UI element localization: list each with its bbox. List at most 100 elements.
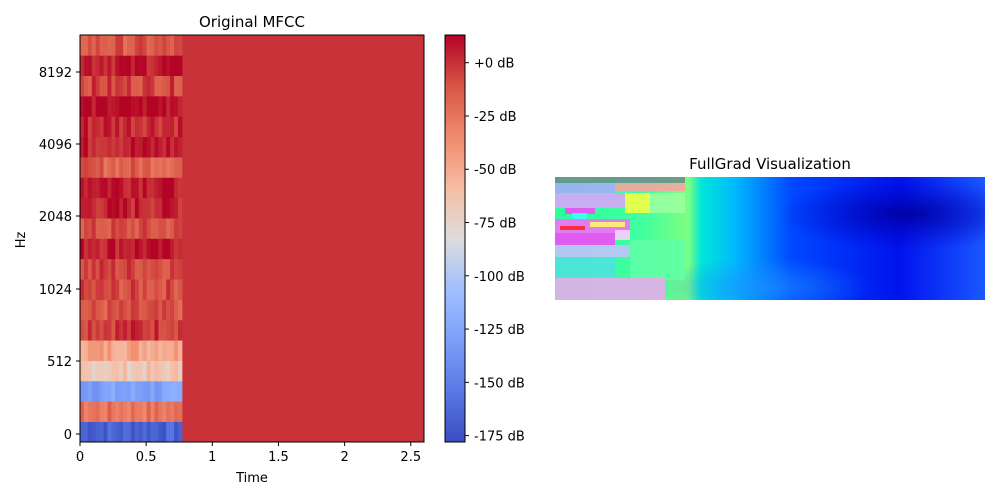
- fullgrad-title: FullGrad Visualization: [689, 155, 851, 173]
- mfcc-cell: [91, 136, 97, 158]
- mfcc-cell: [80, 35, 85, 56]
- mfcc-cell: [123, 177, 128, 199]
- mfcc-cell: [99, 299, 105, 321]
- mfcc-cell: [119, 75, 124, 97]
- mfcc-cell: [111, 238, 116, 260]
- mfcc-cell: [107, 218, 112, 239]
- mfcc-cell: [119, 35, 124, 56]
- mfcc-cell: [166, 421, 171, 443]
- mfcc-cell: [111, 35, 116, 56]
- mfcc-cell: [95, 96, 101, 117]
- mfcc-cell: [138, 319, 144, 341]
- mfcc-cell: [146, 380, 152, 402]
- mfcc-cell: [170, 177, 175, 199]
- mfcc-cell: [83, 401, 89, 422]
- mfcc-cell: [95, 157, 101, 178]
- mfcc-cell: [115, 421, 120, 443]
- mfcc-cell: [154, 380, 159, 402]
- mfcc-cell: [174, 136, 179, 158]
- mfcc-cell: [170, 116, 175, 138]
- mfcc-cell: [83, 421, 89, 443]
- mfcc-cell: [123, 157, 128, 178]
- mfcc-cell: [123, 258, 128, 280]
- mfcc-y-tick-label: 8192: [39, 66, 72, 81]
- mfcc-cell: [80, 197, 85, 219]
- mfcc-cell: [142, 35, 148, 56]
- mfcc-cell: [138, 360, 144, 382]
- mfcc-cell: [87, 116, 93, 138]
- mfcc-cell: [142, 380, 148, 402]
- mfcc-cell: [134, 360, 140, 382]
- mfcc-cell: [150, 157, 155, 178]
- mfcc-cell: [134, 197, 140, 219]
- mfcc-cell: [170, 96, 175, 117]
- mfcc-cell: [154, 197, 159, 219]
- mfcc-cell: [83, 116, 89, 138]
- mfcc-cell: [115, 340, 120, 361]
- mfcc-cell: [150, 75, 155, 97]
- mfcc-cell: [91, 218, 97, 239]
- mfcc-cell: [154, 218, 159, 239]
- mfcc-cell: [95, 360, 101, 382]
- mfcc-cell: [123, 116, 128, 138]
- mfcc-cell: [91, 96, 97, 117]
- mfcc-cell: [127, 96, 132, 117]
- mfcc-cell: [177, 157, 183, 178]
- mfcc-cell: [99, 340, 105, 361]
- mfcc-cell: [80, 360, 85, 382]
- mfcc-cell: [80, 136, 85, 158]
- mfcc-cell: [170, 258, 175, 280]
- mfcc-cell: [162, 157, 167, 178]
- mfcc-cell: [80, 218, 85, 239]
- mfcc-cell: [80, 75, 85, 97]
- mfcc-cell: [83, 360, 89, 382]
- mfcc-title: Original MFCC: [199, 13, 305, 31]
- mfcc-cell: [103, 55, 108, 76]
- mfcc-cell: [119, 197, 124, 219]
- mfcc-cell: [146, 96, 152, 117]
- mfcc-cell: [162, 116, 167, 138]
- mfcc-cell: [91, 238, 97, 260]
- mfcc-cell: [174, 380, 179, 402]
- mfcc-cell: [87, 157, 93, 178]
- mfcc-cell: [123, 136, 128, 158]
- mfcc-cell: [103, 177, 108, 199]
- colorbar-tick-label: -125 dB: [474, 323, 525, 338]
- mfcc-cell: [119, 55, 124, 76]
- mfcc-cell: [80, 299, 85, 321]
- mfcc-cell: [95, 319, 101, 341]
- mfcc-cell: [162, 177, 167, 199]
- fullgrad-patch: [555, 257, 615, 277]
- mfcc-cell: [154, 421, 159, 443]
- mfcc-cell: [154, 35, 159, 56]
- fullgrad-patch: [560, 226, 585, 230]
- mfcc-cell: [162, 96, 167, 117]
- fullgrad-patch: [555, 177, 685, 183]
- mfcc-cell: [142, 279, 148, 300]
- mfcc-cell: [107, 116, 112, 138]
- mfcc-cell: [83, 380, 89, 402]
- mfcc-cell: [80, 401, 85, 422]
- mfcc-cell: [142, 177, 148, 199]
- mfcc-cell: [87, 299, 93, 321]
- mfcc-cell: [111, 421, 116, 443]
- mfcc-cell: [95, 116, 101, 138]
- mfcc-cell: [158, 279, 163, 300]
- mfcc-cell: [115, 279, 120, 300]
- mfcc-cell: [142, 136, 148, 158]
- mfcc-cell: [130, 340, 136, 361]
- mfcc-cell: [138, 258, 144, 280]
- mfcc-cell: [80, 116, 85, 138]
- mfcc-cell: [146, 319, 152, 341]
- mfcc-cell: [166, 340, 171, 361]
- mfcc-y-tick-label: 1024: [39, 283, 72, 298]
- mfcc-cell: [103, 136, 108, 158]
- mfcc-cell: [95, 401, 101, 422]
- mfcc-cell: [177, 380, 183, 402]
- mfcc-cell: [134, 96, 140, 117]
- colorbar-tick-label: -100 dB: [474, 270, 525, 285]
- fullgrad-patch: [615, 183, 685, 191]
- mfcc-cell: [83, 35, 89, 56]
- mfcc-cell: [95, 238, 101, 260]
- mfcc-cell: [170, 340, 175, 361]
